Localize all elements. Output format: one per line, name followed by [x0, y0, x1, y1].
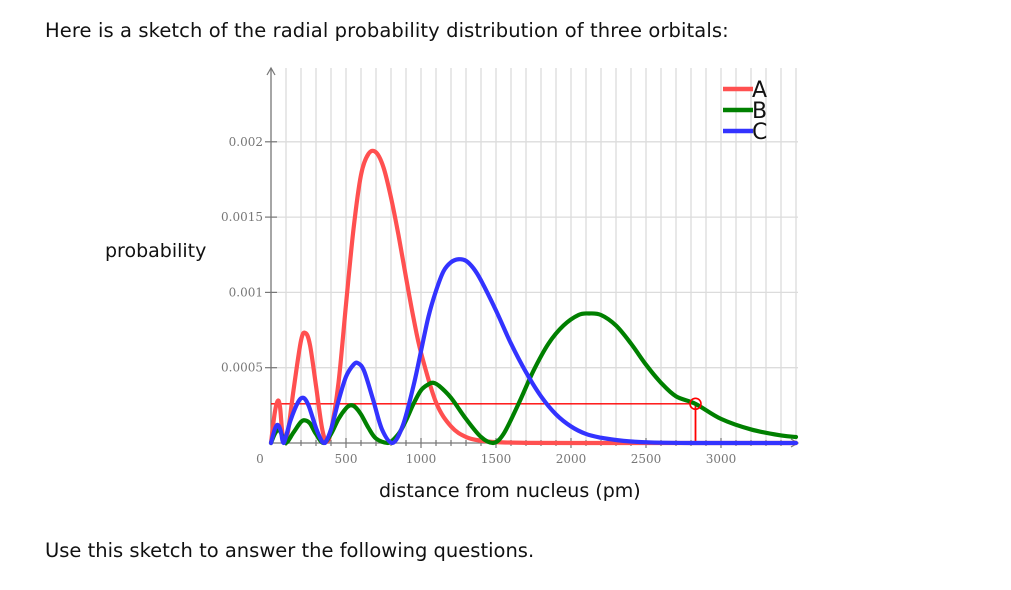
- annotation-lines: [271, 403, 697, 443]
- legend-label-a: A: [752, 78, 767, 103]
- y-axis-label: probability: [105, 240, 207, 262]
- x-tick-label: 2000: [556, 452, 587, 466]
- y-tick-label: 0.0005: [221, 361, 263, 375]
- outro-text: Use this sketch to answer the following …: [45, 539, 535, 562]
- series-curve-c: [268, 257, 799, 446]
- axes: [265, 66, 800, 448]
- x-tick-label: 500: [335, 452, 358, 466]
- series-curve-b: [268, 311, 799, 446]
- legend-label-b: B: [752, 99, 767, 124]
- y-tick-label: 0.001: [229, 285, 263, 299]
- x-axis-label: distance from nucleus (pm): [379, 480, 641, 502]
- y-tick-label: 0.0015: [221, 210, 263, 224]
- x-tick-label: 0: [256, 452, 264, 466]
- intro-text: Here is a sketch of the radial probabili…: [45, 19, 729, 42]
- x-tick-label: 1500: [481, 452, 512, 466]
- intersection-marker-icon: [689, 397, 702, 411]
- series-curve-a: [268, 148, 799, 446]
- legend: ABC: [723, 78, 767, 145]
- tick-labels: 0 500 1000 1500 2000 2500 3000 0.0005 0.001 0.001…: [221, 135, 736, 466]
- y-axis-arrow-icon: [266, 66, 276, 76]
- data-series: [268, 148, 799, 446]
- x-tick-label: 2500: [631, 452, 662, 466]
- annotation-marker: [689, 397, 702, 411]
- y-tick-label: 0.002: [229, 135, 263, 149]
- legend-label-c: C: [752, 120, 767, 145]
- x-tick-label: 1000: [406, 452, 437, 466]
- x-tick-label: 3000: [706, 452, 737, 466]
